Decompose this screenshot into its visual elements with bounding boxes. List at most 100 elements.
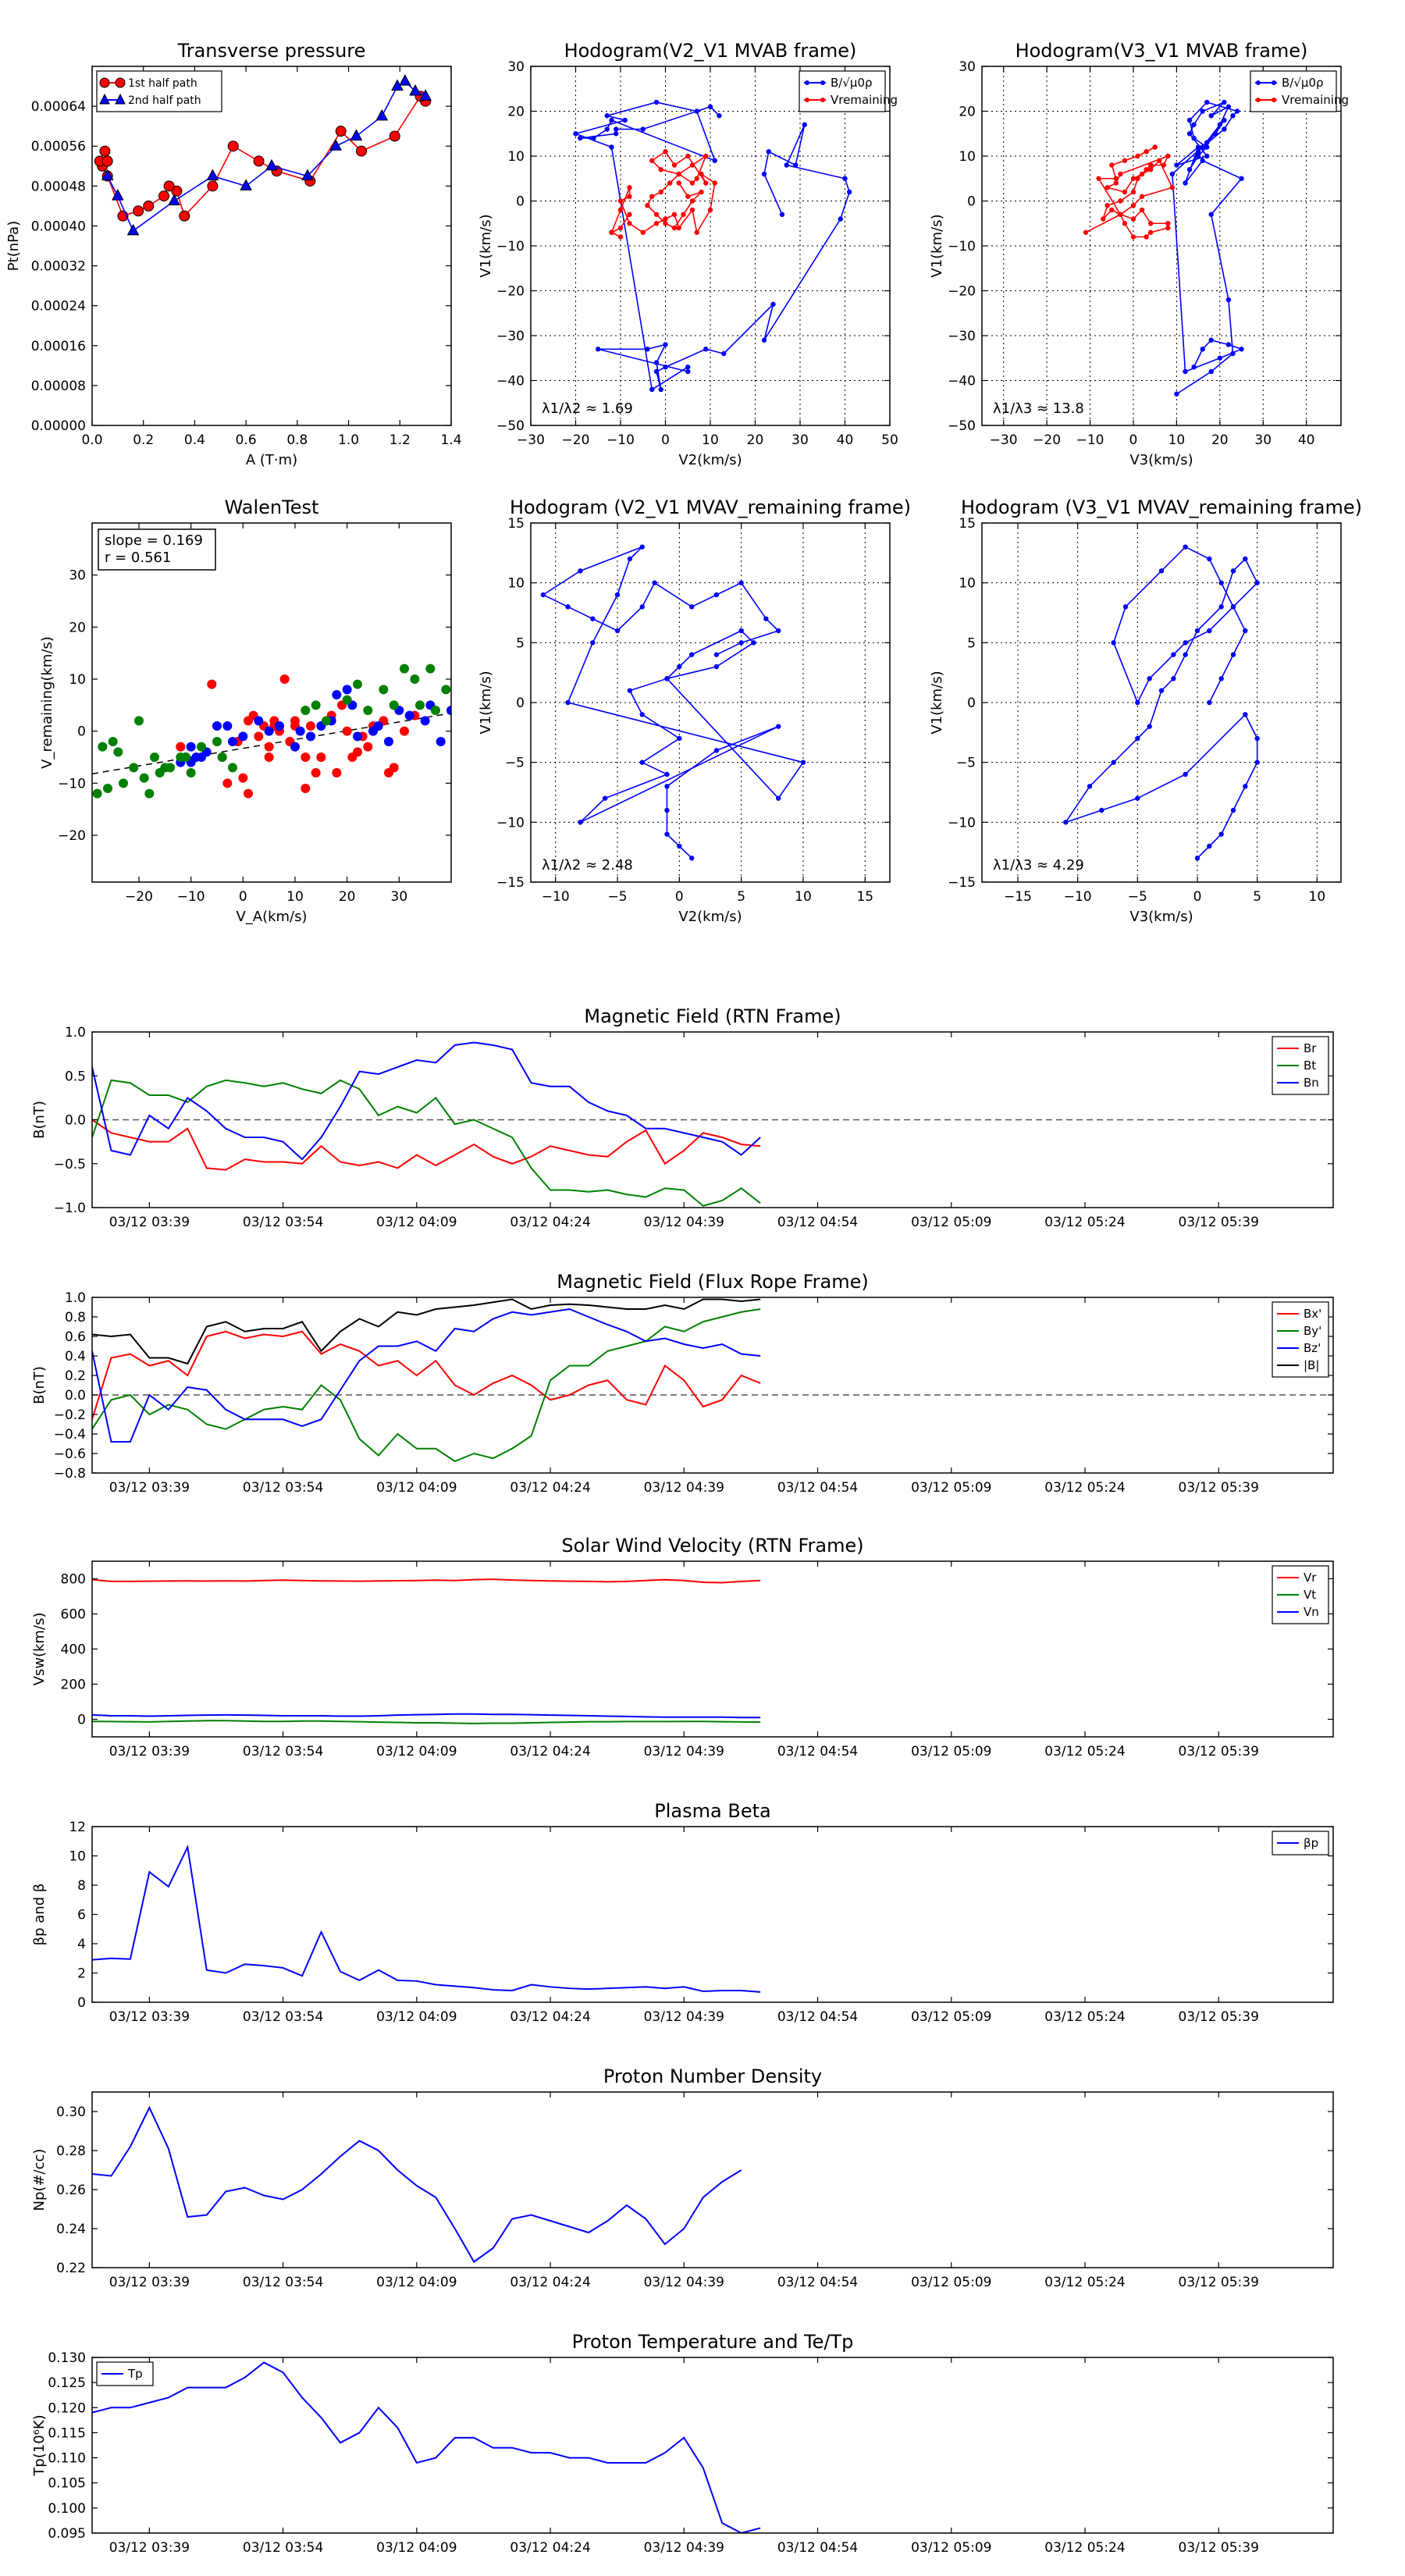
tick-label-y: −0.2 <box>54 1407 86 1423</box>
tick-label-x: 03/12 05:24 <box>1044 1480 1125 1496</box>
tick-label-x: 03/12 05:39 <box>1179 1480 1259 1496</box>
tick-label-y: 30 <box>507 59 525 75</box>
data-point <box>761 337 767 343</box>
series-line <box>92 2361 761 2533</box>
data-point <box>379 685 389 695</box>
data-point <box>1147 724 1152 729</box>
data-point <box>776 628 781 634</box>
data-point <box>363 742 373 752</box>
data-point <box>627 212 632 217</box>
data-point <box>1186 167 1193 173</box>
data-point <box>1200 158 1205 163</box>
tick-label-x: 0.0 <box>81 432 102 448</box>
data-point <box>761 171 767 177</box>
data-point <box>1191 122 1197 127</box>
data-point <box>1230 568 1236 574</box>
data-point <box>1109 207 1115 213</box>
data-point <box>614 592 621 598</box>
data-point <box>311 768 321 777</box>
legend-marker <box>1256 80 1261 85</box>
data-point <box>664 831 670 837</box>
tick-label-x: 03/12 04:54 <box>777 2009 858 2025</box>
series-line <box>92 1330 761 1420</box>
data-point <box>1083 229 1089 235</box>
data-point <box>264 726 274 736</box>
series-line <box>92 1119 761 1171</box>
tick-label-x: 10 <box>1168 432 1186 448</box>
stats-text: r = 0.561 <box>105 550 171 566</box>
data-point <box>652 580 657 585</box>
data-point <box>103 784 112 793</box>
tick-label-x: 03/12 03:54 <box>243 1215 323 1230</box>
data-point <box>689 162 695 168</box>
data-point <box>301 784 311 793</box>
data-point <box>604 126 610 132</box>
data-point <box>1208 113 1214 119</box>
tick-label-y: 400 <box>61 1642 86 1658</box>
tick-label-x: 1.2 <box>389 432 411 448</box>
data-point <box>1217 122 1223 127</box>
data-point <box>763 616 769 621</box>
data-point <box>101 169 114 181</box>
data-point <box>699 189 704 195</box>
chart-tp_temp: 03/12 03:39 03/12 03:54 03/12 04:09 03/12 0… <box>31 2331 1334 2556</box>
data-point <box>689 652 695 657</box>
chart-title: Transverse pressure <box>177 40 366 62</box>
tick-label-x: 03/12 05:09 <box>911 2540 991 2556</box>
tick-label-y: 0.00056 <box>31 139 86 155</box>
data-point <box>1147 676 1152 681</box>
series-green <box>92 664 451 799</box>
x-axis-label: V_A(km/s) <box>236 909 307 925</box>
legend-box <box>799 70 886 112</box>
tick-label-x: 03/12 05:24 <box>1044 1744 1125 1759</box>
stats-box <box>98 528 216 571</box>
eigenvalue-ratio: λ1/λ2 ≈ 1.69 <box>542 400 633 417</box>
legend-label: 1st half path <box>128 77 197 90</box>
data-point <box>133 205 144 217</box>
data-point <box>590 616 596 621</box>
series-blue <box>176 685 451 767</box>
data-point <box>784 162 789 168</box>
data-point <box>578 135 583 141</box>
legend: Br Bt Bn <box>1272 1036 1329 1095</box>
data-point <box>664 676 670 681</box>
tick-label-y: 0.2 <box>65 1368 86 1384</box>
data-point <box>1139 207 1145 213</box>
tick-label-x: 40 <box>1298 432 1315 448</box>
tick-label-x: 03/12 05:24 <box>1044 1215 1125 1230</box>
data-point <box>649 194 655 199</box>
legend-label: Bz' <box>1304 1341 1321 1355</box>
data-point <box>1230 350 1236 357</box>
data-point <box>653 360 660 365</box>
tick-label-x: 10 <box>795 889 812 905</box>
y-axis-label: V_remaining(km/s) <box>39 636 55 769</box>
x-axis-label: V3(km/s) <box>1129 452 1193 468</box>
data-point <box>1147 221 1154 226</box>
tick-label-y: 0.130 <box>48 2350 86 2366</box>
data-point <box>1195 153 1201 159</box>
tick-label-x: 03/12 05:39 <box>1179 2009 1259 2025</box>
chart-title: Hodogram(V3_V1 MVAB frame) <box>1016 40 1308 62</box>
data-point <box>1174 391 1179 397</box>
data-point <box>1122 158 1128 163</box>
data-point <box>186 742 196 752</box>
data-point <box>1243 556 1248 562</box>
data-point <box>179 210 190 222</box>
data-point <box>1109 162 1115 168</box>
legend-label: Vt <box>1304 1588 1316 1602</box>
tick-label-x: 03/12 03:54 <box>243 2275 323 2290</box>
y-axis-label: βp and β <box>31 1884 48 1946</box>
data-point <box>713 664 720 670</box>
data-point <box>717 113 722 119</box>
data-point <box>573 131 578 137</box>
tick-label-x: 03/12 03:39 <box>109 1480 190 1496</box>
data-point <box>1139 171 1145 177</box>
data-point <box>134 716 144 726</box>
x-axis-label: V3(km/s) <box>1129 909 1193 925</box>
axes-frame <box>91 1826 1334 2003</box>
data-point <box>404 710 414 720</box>
data-point <box>627 221 632 226</box>
tick-label-y: 10 <box>959 576 976 592</box>
data-point <box>1130 216 1136 222</box>
data-point <box>847 189 852 195</box>
